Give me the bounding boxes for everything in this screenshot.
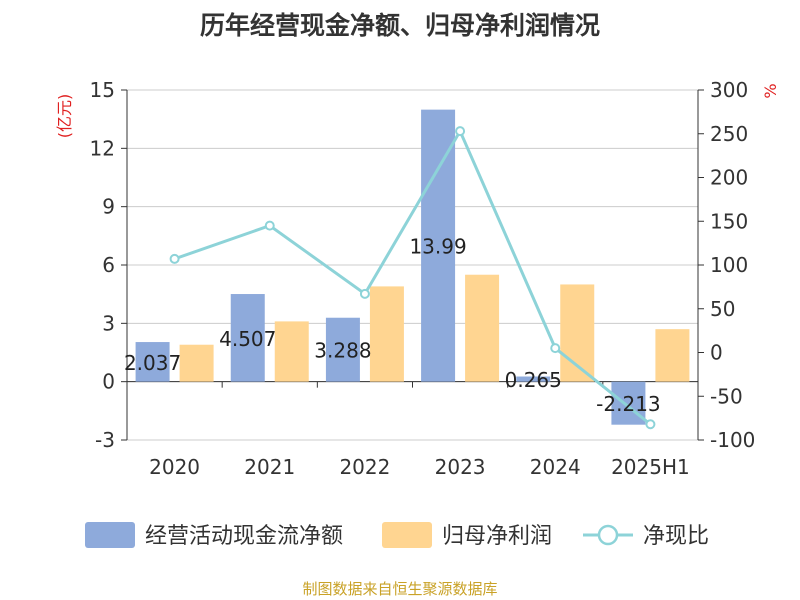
bar-operating-cash-flow bbox=[325, 317, 360, 382]
x-tick-label: 2025H1 bbox=[611, 455, 690, 479]
bar-data-label: 0.265 bbox=[505, 368, 562, 392]
line-point bbox=[169, 253, 180, 264]
x-tick-label: 2022 bbox=[339, 455, 390, 479]
bar-operating-cash-flow bbox=[135, 342, 170, 382]
legend-label: 净现比 bbox=[643, 524, 709, 549]
bar-net-profit bbox=[274, 321, 309, 382]
y-left-axis-label: (亿元) bbox=[55, 94, 74, 139]
line-point bbox=[455, 126, 466, 137]
y-left-tick-label: 3 bbox=[102, 311, 115, 335]
y-left-tick-label: 6 bbox=[102, 253, 115, 277]
chart-title: 历年经营现金净额、归母净利润情况 bbox=[199, 11, 600, 40]
y-left-tick-label: 12 bbox=[90, 136, 115, 160]
bar-data-label: 2.037 bbox=[124, 351, 181, 375]
y-left-tick-label: 9 bbox=[102, 195, 115, 219]
y-left-tick-label: -3 bbox=[95, 428, 115, 452]
y-right-tick-label: 300 bbox=[710, 78, 748, 102]
bar-net-profit bbox=[655, 329, 690, 382]
legend-label: 归母净利润 bbox=[442, 524, 552, 549]
y-right-tick-label: 50 bbox=[710, 297, 735, 321]
line-point bbox=[264, 220, 275, 231]
line-point bbox=[550, 343, 561, 354]
bar-operating-cash-flow bbox=[230, 294, 265, 382]
bar-operating-cash-flow bbox=[421, 109, 456, 382]
bar-net-profit bbox=[369, 286, 404, 382]
y-right-tick-label: 250 bbox=[710, 122, 748, 146]
x-tick-label: 2021 bbox=[244, 455, 295, 479]
y-right-tick-label: -50 bbox=[710, 384, 743, 408]
bar-data-label: 4.507 bbox=[219, 327, 276, 351]
bar-net-profit bbox=[179, 344, 214, 382]
bar-data-label: -2.213 bbox=[596, 392, 660, 416]
y-right-tick-label: 150 bbox=[710, 209, 748, 233]
legend-swatch bbox=[382, 522, 432, 548]
x-tick-label: 2023 bbox=[435, 455, 486, 479]
y-right-tick-label: 200 bbox=[710, 166, 748, 190]
legend-swatch-marker bbox=[597, 524, 619, 546]
y-right-tick-label: 100 bbox=[710, 253, 748, 277]
line-cash-ratio bbox=[174, 127, 652, 426]
y-left-tick-label: 0 bbox=[102, 370, 115, 394]
x-tick-label: 2024 bbox=[530, 455, 581, 479]
bar-data-label: 3.288 bbox=[314, 339, 371, 363]
bar-data-label: 13.99 bbox=[409, 235, 466, 259]
bar-net-profit bbox=[465, 274, 500, 382]
line-point bbox=[645, 419, 656, 430]
y-right-tick-label: 0 bbox=[710, 341, 723, 365]
legend-label: 经营活动现金流净额 bbox=[145, 524, 343, 549]
y-left-tick-label: 15 bbox=[90, 78, 115, 102]
y-right-axis-label: % bbox=[761, 83, 780, 98]
x-tick-label: 2020 bbox=[149, 455, 200, 479]
legend-swatch bbox=[85, 522, 135, 548]
y-right-tick-label: -100 bbox=[710, 428, 755, 452]
data-source-note: 制图数据来自恒生聚源数据库 bbox=[302, 580, 498, 598]
line-point bbox=[359, 288, 370, 299]
bar-operating-cash-flow bbox=[516, 376, 551, 382]
